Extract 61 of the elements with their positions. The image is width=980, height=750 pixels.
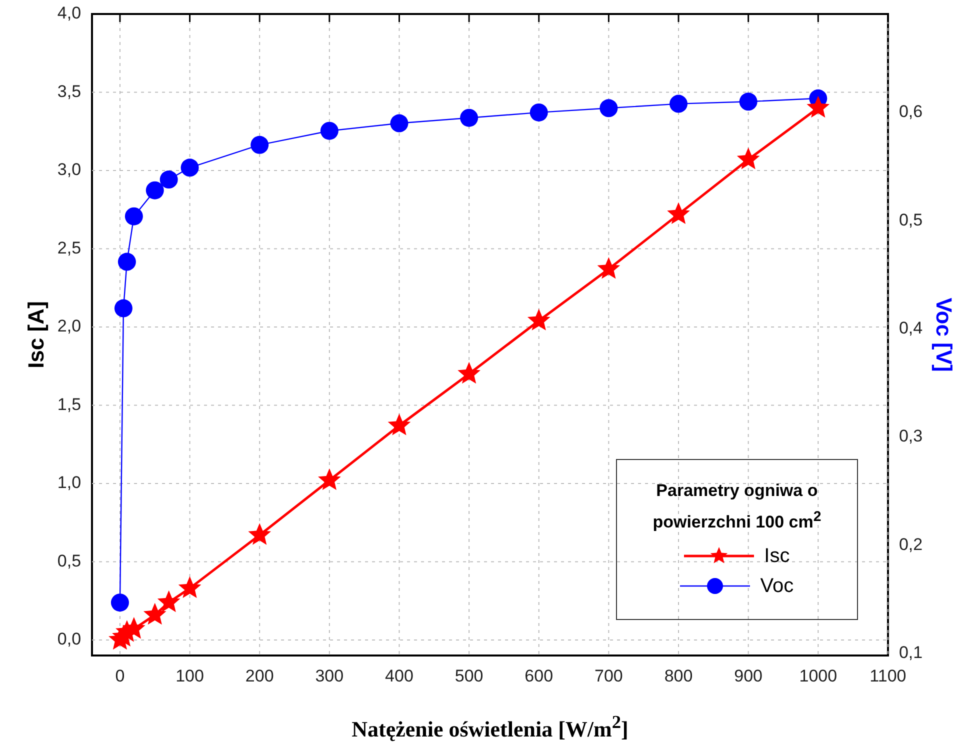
- point: [118, 252, 136, 271]
- x-tick-label: 600: [524, 666, 554, 686]
- y-tick-label: 3,5: [57, 82, 82, 101]
- x-tick-label: 700: [594, 666, 623, 686]
- point: [143, 602, 166, 625]
- y-axis-title: Isc [A]: [23, 301, 48, 368]
- point: [124, 207, 143, 226]
- x-axis-title: Natężenie oświetlenia [W/m$^{2}$]: [350, 712, 630, 742]
- y2-axis-title: Voc [V]: [932, 298, 957, 372]
- y-tick-label: 2,0: [57, 316, 82, 336]
- legend-title: Parametry ogniwa o powierzchni 100 cm$^{2}$: [652, 480, 822, 534]
- y2-tick-label: 0,1: [898, 643, 923, 662]
- point: [146, 181, 164, 200]
- point: [122, 616, 146, 639]
- x-tick-label: 200: [245, 666, 274, 686]
- y2-tick-label: 0,5: [898, 210, 923, 230]
- x-tick-label: 100: [176, 666, 204, 686]
- y-tick-label: 3,0: [57, 160, 82, 180]
- x-tick-label: 300: [315, 666, 344, 686]
- y2-tick-label: 0,4: [898, 318, 923, 338]
- point: [114, 299, 132, 318]
- point: [530, 103, 548, 122]
- point: [178, 576, 202, 598]
- x-tick-label: 800: [664, 666, 693, 686]
- point: [390, 114, 408, 132]
- point: [600, 99, 618, 118]
- x-tick-label: 900: [734, 666, 763, 686]
- point: [527, 308, 550, 330]
- point: [318, 468, 341, 490]
- point: [160, 170, 178, 189]
- y2-tick-label: 0,2: [898, 534, 923, 554]
- y-tick-label: 4,0: [57, 4, 82, 23]
- legend-label: Voc: [760, 574, 794, 598]
- y2-tick-label: 0,3: [898, 426, 923, 446]
- y2-tick-label: 0,6: [898, 102, 923, 122]
- point: [739, 92, 758, 111]
- point: [320, 122, 338, 140]
- point: [110, 594, 129, 612]
- point: [458, 362, 480, 384]
- x-tick-label: 0: [115, 666, 125, 686]
- point: [667, 202, 690, 224]
- y-tick-label: 0,0: [57, 630, 82, 649]
- point: [670, 94, 688, 113]
- y-tick-label: 0,5: [57, 551, 82, 570]
- x-tick-label: 500: [454, 666, 484, 686]
- point: [736, 148, 760, 170]
- point: [388, 414, 411, 436]
- point: [248, 523, 272, 545]
- point: [157, 590, 180, 612]
- x-tick-label: 1000: [799, 666, 838, 686]
- y-tick-label: 1,0: [57, 473, 82, 492]
- point: [180, 158, 199, 177]
- legend-label: Isc: [764, 544, 790, 568]
- point: [597, 257, 620, 279]
- x-tick-label: 400: [385, 666, 414, 686]
- x-tick-label: 1100: [870, 666, 906, 686]
- point: [806, 96, 830, 118]
- point: [460, 108, 478, 127]
- y-tick-label: 2,5: [57, 238, 82, 258]
- y-tick-label: 1,5: [57, 394, 82, 414]
- point: [250, 136, 269, 154]
